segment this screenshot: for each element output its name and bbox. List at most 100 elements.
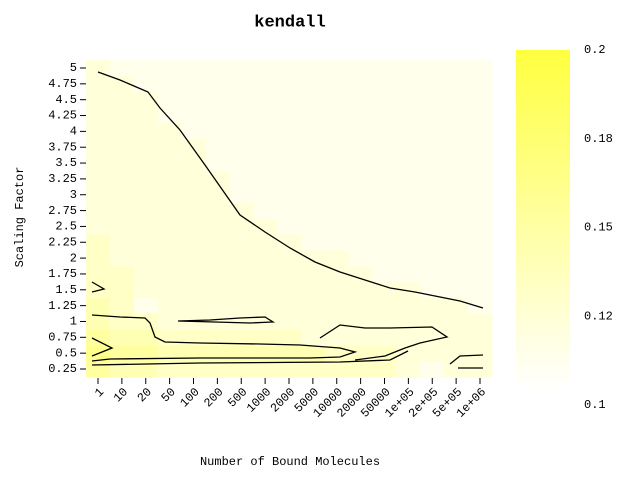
heat-cell	[372, 266, 397, 283]
heat-cell	[348, 234, 374, 251]
heat-cell	[444, 329, 469, 346]
heat-cell	[348, 91, 374, 109]
heat-cell	[372, 139, 397, 156]
heat-cell	[444, 266, 469, 283]
heat-cell	[86, 266, 111, 283]
heat-cell	[157, 234, 183, 251]
heat-cell	[205, 345, 230, 362]
heat-cell	[205, 139, 230, 156]
heat-cell	[372, 107, 397, 124]
heat-cell	[86, 202, 111, 219]
heat-cell	[109, 155, 135, 172]
heat-cell	[468, 329, 493, 346]
heat-cell	[420, 91, 445, 109]
heat-cell	[181, 297, 206, 315]
heat-cell	[253, 218, 278, 235]
heat-cell	[277, 202, 302, 219]
heat-cell	[86, 329, 111, 346]
heat-cell	[468, 281, 493, 299]
heat-cell	[133, 250, 159, 267]
heat-cell	[420, 170, 445, 188]
heat-cell	[468, 123, 493, 140]
y-tick-label: 1.75	[48, 267, 77, 281]
heat-cell	[324, 60, 350, 77]
heat-cell	[348, 281, 374, 299]
heat-cell	[109, 202, 135, 219]
heat-cell	[229, 361, 254, 378]
heat-cell	[372, 361, 397, 378]
heat-cell	[229, 281, 254, 299]
heat-cell	[205, 281, 230, 299]
heat-cell	[181, 186, 206, 204]
heat-cell	[205, 234, 230, 251]
heat-cell	[133, 60, 159, 77]
heat-cell	[468, 75, 493, 93]
heat-cell	[300, 202, 326, 219]
heat-cell	[444, 75, 469, 93]
heat-cell	[420, 202, 445, 219]
heat-cell	[420, 139, 445, 156]
heat-cell	[229, 234, 254, 251]
heat-cell	[157, 313, 183, 330]
y-tick-label: 4	[70, 125, 77, 139]
heat-cell	[372, 60, 397, 77]
heat-cell	[300, 186, 326, 204]
heat-cell	[86, 60, 111, 77]
contour	[319, 324, 449, 361]
heat-cell	[181, 281, 206, 299]
heat-cell	[133, 361, 159, 378]
heat-cell	[372, 218, 397, 235]
heat-cell	[396, 266, 421, 283]
heat-cell	[468, 345, 493, 362]
heat-cell	[229, 60, 254, 77]
heat-cell	[396, 234, 421, 251]
heat-cell	[348, 186, 374, 204]
heat-cell	[444, 281, 469, 299]
heat-cell	[420, 186, 445, 204]
heat-cell	[300, 266, 326, 283]
heat-cell	[396, 91, 421, 109]
heat-cell	[396, 297, 421, 315]
heat-cell	[157, 202, 183, 219]
heat-cell	[205, 75, 230, 93]
heat-cell	[277, 139, 302, 156]
heat-cell	[444, 234, 469, 251]
heat-cell	[372, 170, 397, 188]
contours	[91, 71, 484, 369]
heat-cell	[396, 186, 421, 204]
heat-cell	[109, 186, 135, 204]
heat-cell	[277, 313, 302, 330]
heat-cell	[109, 123, 135, 140]
heat-cell	[300, 361, 326, 378]
heat-cell	[157, 345, 183, 362]
heat-cell	[468, 155, 493, 172]
heat-cell	[157, 186, 183, 204]
heat-cell	[253, 266, 278, 283]
heat-cell	[348, 139, 374, 156]
heat-cell	[372, 75, 397, 93]
y-tick-label: 3.5	[55, 156, 77, 170]
contour	[97, 71, 484, 309]
heat-cell	[253, 329, 278, 346]
heat-cell	[109, 170, 135, 188]
heat-cell	[372, 234, 397, 251]
x-tick-label: 10	[111, 385, 131, 405]
y-tick-label: 5	[70, 61, 77, 75]
heat-cell	[468, 234, 493, 251]
heat-cell	[205, 250, 230, 267]
heat-cell	[181, 60, 206, 77]
heat-cell	[468, 266, 493, 283]
heat-cell	[86, 139, 111, 156]
heat-cell	[157, 250, 183, 267]
heat-cell	[396, 107, 421, 124]
heat-cell	[229, 170, 254, 188]
colorbar-tick-label: 0.2	[584, 43, 606, 57]
heat-cell	[133, 170, 159, 188]
heat-cell	[420, 107, 445, 124]
heat-cell	[157, 123, 183, 140]
heat-cell	[157, 281, 183, 299]
heat-cell	[348, 218, 374, 235]
heat-cell	[372, 297, 397, 315]
heat-cell	[109, 60, 135, 77]
